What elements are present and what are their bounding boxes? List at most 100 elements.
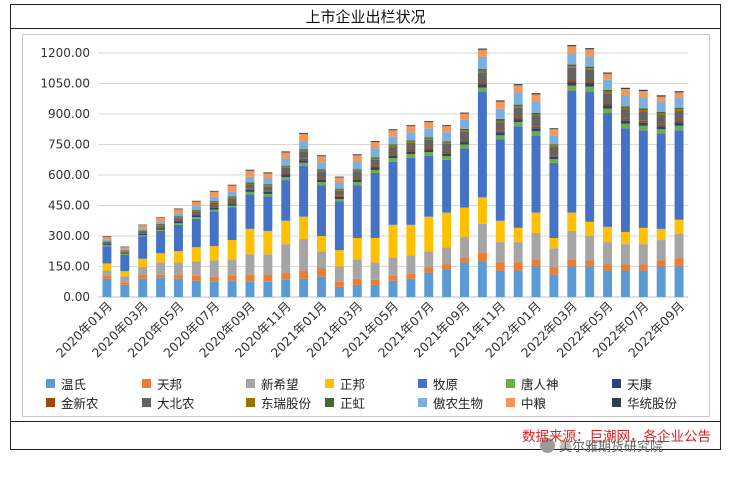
- bar-segment: [549, 129, 559, 136]
- bar-segment: [495, 108, 505, 119]
- bar-segment: [209, 191, 219, 197]
- bar-segment: [281, 272, 291, 280]
- bar-segment: [102, 270, 112, 276]
- bar-segment: [281, 244, 291, 273]
- bar-segment: [317, 185, 326, 236]
- bar-segment: [388, 145, 398, 147]
- bar-segment: [299, 270, 309, 279]
- wechat-icon: [540, 438, 555, 453]
- bar-segment: [495, 100, 505, 102]
- bar-segment: [620, 88, 630, 96]
- bar-segment: [620, 270, 630, 297]
- bar-segment: [102, 243, 112, 245]
- bar-segment: [442, 152, 452, 154]
- legend-item: 天康: [612, 374, 652, 393]
- legend-swatch: [506, 398, 515, 407]
- bar-segment: [334, 201, 344, 251]
- bar-segment: [102, 278, 112, 297]
- bar-segment: [442, 264, 452, 270]
- bar-segment: [477, 197, 487, 224]
- bar-segment: [245, 191, 255, 195]
- bar-segment: [424, 272, 434, 297]
- bar-segment: [245, 183, 255, 185]
- bar-segment: [495, 118, 505, 121]
- bar-segment: [674, 91, 684, 93]
- bar-segment: [317, 169, 326, 171]
- bar-segment: [406, 125, 416, 127]
- y-tick-label: 450.00: [48, 199, 90, 213]
- bar-segment: [674, 107, 684, 110]
- bar-segment: [406, 140, 416, 142]
- bar-segment: [585, 69, 595, 82]
- bar-segment: [173, 218, 183, 221]
- legend-swatch: [142, 398, 151, 407]
- bar-segment: [370, 159, 380, 166]
- bar-segment: [263, 173, 273, 179]
- legend-item: 金新农: [46, 393, 99, 412]
- bar-segment: [674, 219, 684, 234]
- bar-segment: [477, 48, 487, 50]
- bar-segment: [567, 45, 577, 47]
- bar-segment: [549, 274, 559, 297]
- bar-segment: [424, 138, 434, 140]
- bar-segment: [620, 231, 630, 245]
- bar-segment: [120, 276, 130, 283]
- bar-segment: [299, 132, 309, 134]
- bar-segment: [173, 251, 183, 263]
- bar-segment: [674, 125, 684, 131]
- bar-segment: [442, 156, 452, 160]
- bar-segment: [173, 216, 183, 218]
- bar-segment: [138, 275, 148, 279]
- bar-segment: [299, 150, 309, 152]
- bar-segment: [460, 119, 469, 129]
- footer-divider: [11, 421, 720, 422]
- bar-segment: [531, 259, 541, 267]
- bar-segment: [406, 141, 416, 143]
- bar-segment: [120, 249, 130, 251]
- bar-segment: [191, 201, 201, 207]
- bar-segment: [317, 251, 326, 269]
- bar-segment: [334, 177, 344, 183]
- bar-segment: [209, 202, 219, 207]
- legend-swatch: [325, 398, 334, 407]
- bar-segment: [585, 66, 595, 69]
- bar-segment: [585, 49, 595, 57]
- bar-segment: [102, 241, 112, 243]
- bar-segment: [567, 230, 577, 260]
- bar-segment: [370, 238, 380, 263]
- bar-segment: [245, 281, 255, 297]
- bar-segment: [317, 182, 326, 186]
- bar-segment: [352, 284, 362, 297]
- bar-segment: [281, 166, 291, 168]
- bar-segment: [209, 260, 219, 277]
- bar-segment: [495, 139, 505, 221]
- bar-segment: [656, 260, 666, 267]
- legend-label: 温氏: [61, 377, 87, 392]
- bar-segment: [245, 188, 255, 190]
- bar-segment: [370, 279, 380, 285]
- y-tick-label: 1200.00: [40, 46, 90, 60]
- bar-segment: [442, 142, 452, 144]
- bar-segment: [209, 246, 219, 261]
- bar-segment: [173, 223, 183, 225]
- bar-segment: [424, 216, 434, 252]
- bar-segment: [495, 220, 505, 243]
- bar-segment: [620, 123, 630, 129]
- legend-label: 唐人神: [521, 377, 559, 392]
- bar-segment: [674, 266, 684, 297]
- bar-segment: [388, 280, 398, 297]
- bar-segment: [334, 266, 344, 282]
- legend-label: 牧原: [433, 377, 459, 392]
- bar-segment: [191, 280, 201, 297]
- bar-segment: [638, 108, 648, 110]
- bar-segment: [442, 132, 452, 142]
- bar-segment: [317, 155, 326, 157]
- bar-segment: [406, 273, 416, 279]
- bar-segment: [674, 92, 684, 98]
- bar-segment: [191, 211, 201, 215]
- bar-segment: [585, 56, 595, 67]
- bar-segment: [442, 247, 452, 265]
- bar-segment: [388, 129, 398, 131]
- bar-segment: [102, 236, 112, 237]
- bar-segment: [656, 133, 666, 229]
